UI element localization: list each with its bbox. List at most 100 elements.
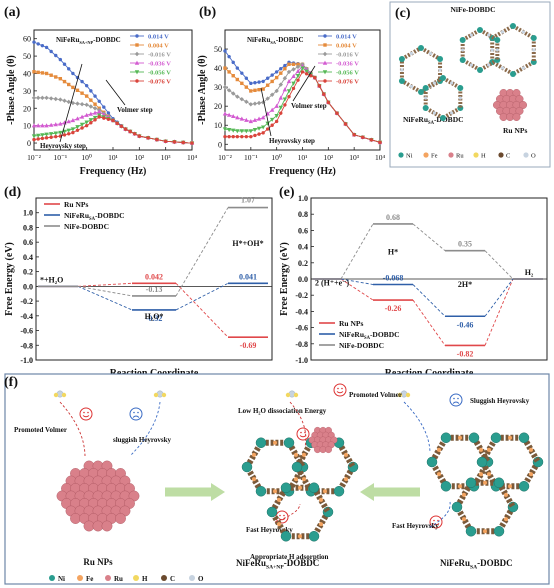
data-point (133, 132, 137, 136)
data-point (44, 71, 49, 76)
data-point (79, 122, 85, 127)
data-point (300, 66, 305, 71)
framework-atom (462, 492, 466, 497)
framework-node (494, 37, 501, 43)
data-point (240, 81, 244, 86)
data-point (326, 100, 331, 105)
legend-dot (133, 575, 139, 581)
data-point (54, 134, 58, 139)
x-tick-label: 10⁴ (187, 153, 198, 162)
framework-atom (277, 497, 281, 502)
data-point (249, 134, 253, 139)
data-point (67, 132, 71, 136)
data-point (282, 76, 288, 81)
data-point (322, 92, 326, 96)
annotation-arrow (59, 63, 83, 143)
water-molecule (53, 390, 67, 398)
framework-atom (504, 492, 508, 497)
data-point (222, 111, 228, 116)
framework-atom (252, 477, 256, 482)
arrow-right-to-mid (360, 483, 420, 501)
panel-letter: (e) (279, 185, 295, 200)
y-tick-label: 50 (23, 52, 31, 61)
legend-label: -0.056 V (336, 70, 359, 77)
data-point (84, 120, 89, 125)
framework-node (440, 75, 446, 81)
legend-label: -0.016 V (336, 52, 359, 59)
data-point (44, 45, 49, 50)
legend-label: 0.004 V (148, 43, 169, 50)
framework-atom (409, 84, 414, 89)
face-mouth (452, 401, 460, 404)
y-tick-label: 1.0 (298, 194, 308, 203)
x-tick-label: 10⁻¹ (244, 153, 258, 162)
data-point (244, 134, 249, 139)
data-point (253, 88, 257, 93)
sad-face-icon (129, 407, 143, 421)
face-eye (433, 519, 435, 522)
reaction-arrow (59, 401, 86, 457)
arrow-shape (165, 483, 225, 501)
data-point (79, 101, 85, 107)
data-point (84, 112, 89, 117)
x-tick-label: 10¹ (298, 153, 308, 162)
y-tick-label: 40 (214, 64, 222, 73)
data-point (36, 70, 40, 75)
panel-c-frame (389, 1, 551, 168)
ru-atom (518, 100, 527, 109)
data-point (291, 73, 296, 79)
energy-connector (412, 299, 446, 346)
data-point (44, 95, 49, 101)
data-point (295, 74, 301, 79)
energy-connector (412, 284, 446, 317)
y-tick-label: -0.6 (295, 324, 308, 333)
framework-node (530, 35, 537, 41)
data-point (286, 89, 292, 94)
data-point (239, 96, 245, 102)
legend-marker (134, 60, 140, 65)
data-point (283, 63, 287, 68)
framework-atom (344, 477, 348, 482)
framework-atom (501, 30, 505, 34)
data-point (361, 135, 365, 140)
data-point (40, 133, 45, 138)
data-point (295, 68, 301, 73)
h-atom (285, 392, 291, 398)
framework-node (283, 437, 295, 449)
note-sluggish-heyrovsky-right: Sluggish Heyrovsky (470, 397, 530, 405)
data-point (32, 40, 36, 44)
reaction-arrow (129, 401, 161, 457)
data-point (111, 118, 115, 123)
data-point (227, 134, 231, 139)
sad-face-icon (449, 393, 463, 407)
face-eye (300, 431, 302, 434)
data-point (291, 62, 296, 66)
panel-letter: (f) (4, 375, 18, 390)
legend-marker (134, 70, 140, 75)
framework-atom (495, 48, 499, 52)
energy-connector (484, 278, 514, 317)
framework-atom (294, 477, 298, 482)
data-point (240, 134, 244, 139)
data-point (278, 95, 283, 100)
face-outline (449, 393, 463, 407)
face-eye (137, 411, 139, 414)
data-point (304, 69, 309, 74)
framework-node (426, 456, 438, 468)
legend-dot-ru (448, 152, 454, 158)
y-tick-label: 20 (214, 102, 222, 111)
legend-dot-ni (398, 152, 404, 158)
data-point (106, 111, 111, 115)
framework-node (459, 57, 466, 63)
energy-connector (340, 223, 374, 280)
data-point (44, 123, 49, 128)
framework-atom (479, 447, 483, 452)
framework-node (418, 45, 424, 51)
data-point (93, 94, 97, 98)
data-point (274, 119, 279, 124)
data-point (75, 116, 80, 121)
data-point (296, 78, 300, 82)
legend-label: H (142, 575, 148, 583)
h-atom (397, 392, 403, 398)
legend-label: 0.014 V (148, 34, 169, 41)
